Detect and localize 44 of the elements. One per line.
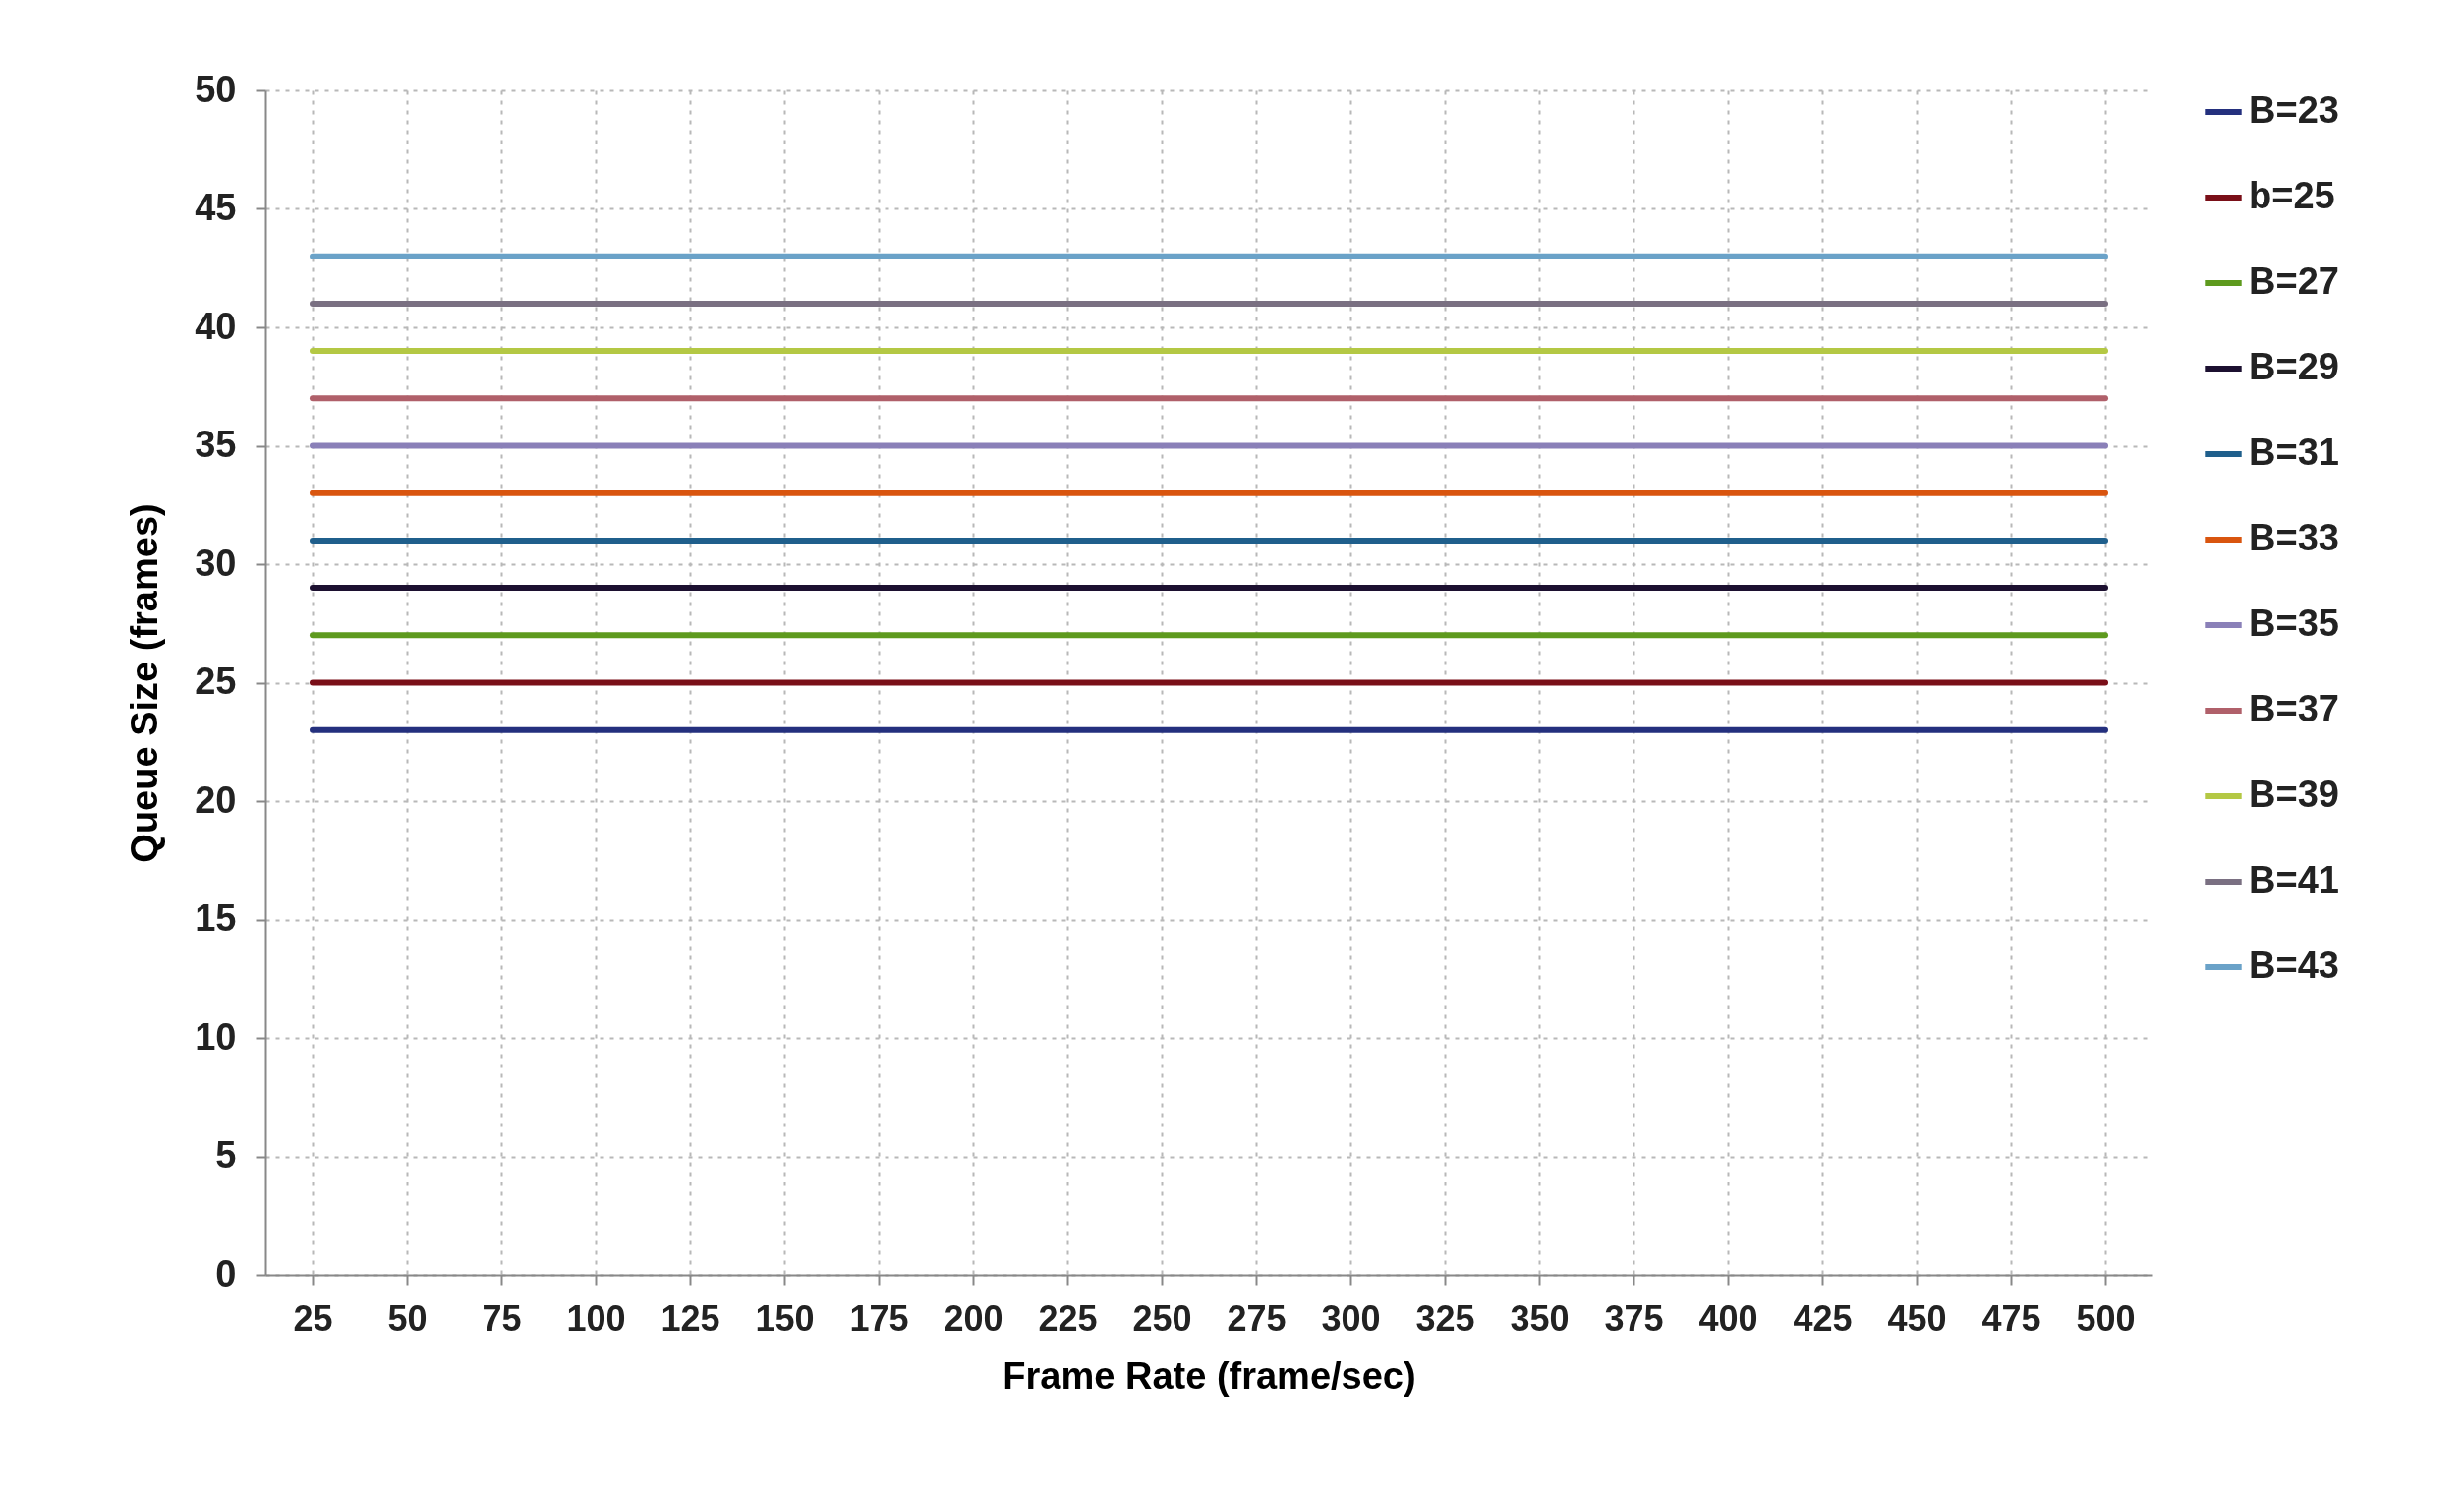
x-tick-label: 300 (1321, 1297, 1381, 1339)
legend-label: B=23 (2249, 89, 2339, 131)
x-axis-title: Frame Rate (frame/sec) (1003, 1355, 1416, 1397)
x-tick-label: 500 (2076, 1297, 2136, 1339)
y-tick-label: 15 (195, 897, 237, 939)
legend-label: B=27 (2249, 260, 2339, 302)
x-tick-label: 400 (1698, 1297, 1758, 1339)
x-tick-label: 250 (1132, 1297, 1192, 1339)
x-tick-label: 50 (387, 1297, 428, 1339)
x-tick-label: 125 (660, 1297, 720, 1339)
y-tick-label: 50 (195, 68, 237, 110)
x-tick-label: 325 (1415, 1297, 1475, 1339)
x-tick-label: 75 (482, 1297, 522, 1339)
x-tick-label: 100 (566, 1297, 626, 1339)
y-axis-title: Queue Size (frames) (124, 503, 166, 863)
legend-label: B=37 (2249, 688, 2339, 729)
y-tick-label: 25 (195, 661, 237, 702)
x-tick-label: 350 (1510, 1297, 1570, 1339)
x-tick-label: 425 (1793, 1297, 1853, 1339)
x-tick-label: 200 (944, 1297, 1003, 1339)
legend-label: b=25 (2249, 175, 2335, 216)
legend-label: B=29 (2249, 346, 2339, 387)
legend-label: B=41 (2249, 859, 2339, 900)
y-tick-label: 10 (195, 1015, 237, 1058)
x-tick-label: 225 (1038, 1297, 1098, 1339)
y-tick-label: 40 (195, 305, 237, 347)
x-tick-label: 450 (1887, 1297, 1947, 1339)
y-tick-label: 35 (195, 424, 237, 465)
y-tick-label: 45 (195, 187, 237, 228)
x-tick-label: 175 (849, 1297, 909, 1339)
legend-label: B=31 (2249, 432, 2339, 473)
x-tick-label: 275 (1227, 1297, 1287, 1339)
y-tick-label: 20 (195, 778, 237, 821)
y-tick-label: 30 (195, 542, 237, 584)
x-tick-label: 150 (755, 1297, 815, 1339)
legend-label: B=35 (2249, 603, 2339, 644)
legend-label: B=43 (2249, 945, 2339, 986)
legend-label: B=39 (2249, 774, 2339, 815)
x-tick-label: 375 (1604, 1297, 1664, 1339)
x-tick-label: 475 (1981, 1297, 2041, 1339)
legend-label: B=33 (2249, 517, 2339, 558)
x-tick-label: 25 (293, 1297, 333, 1339)
y-tick-label: 5 (215, 1134, 237, 1176)
y-tick-label: 0 (215, 1252, 237, 1295)
